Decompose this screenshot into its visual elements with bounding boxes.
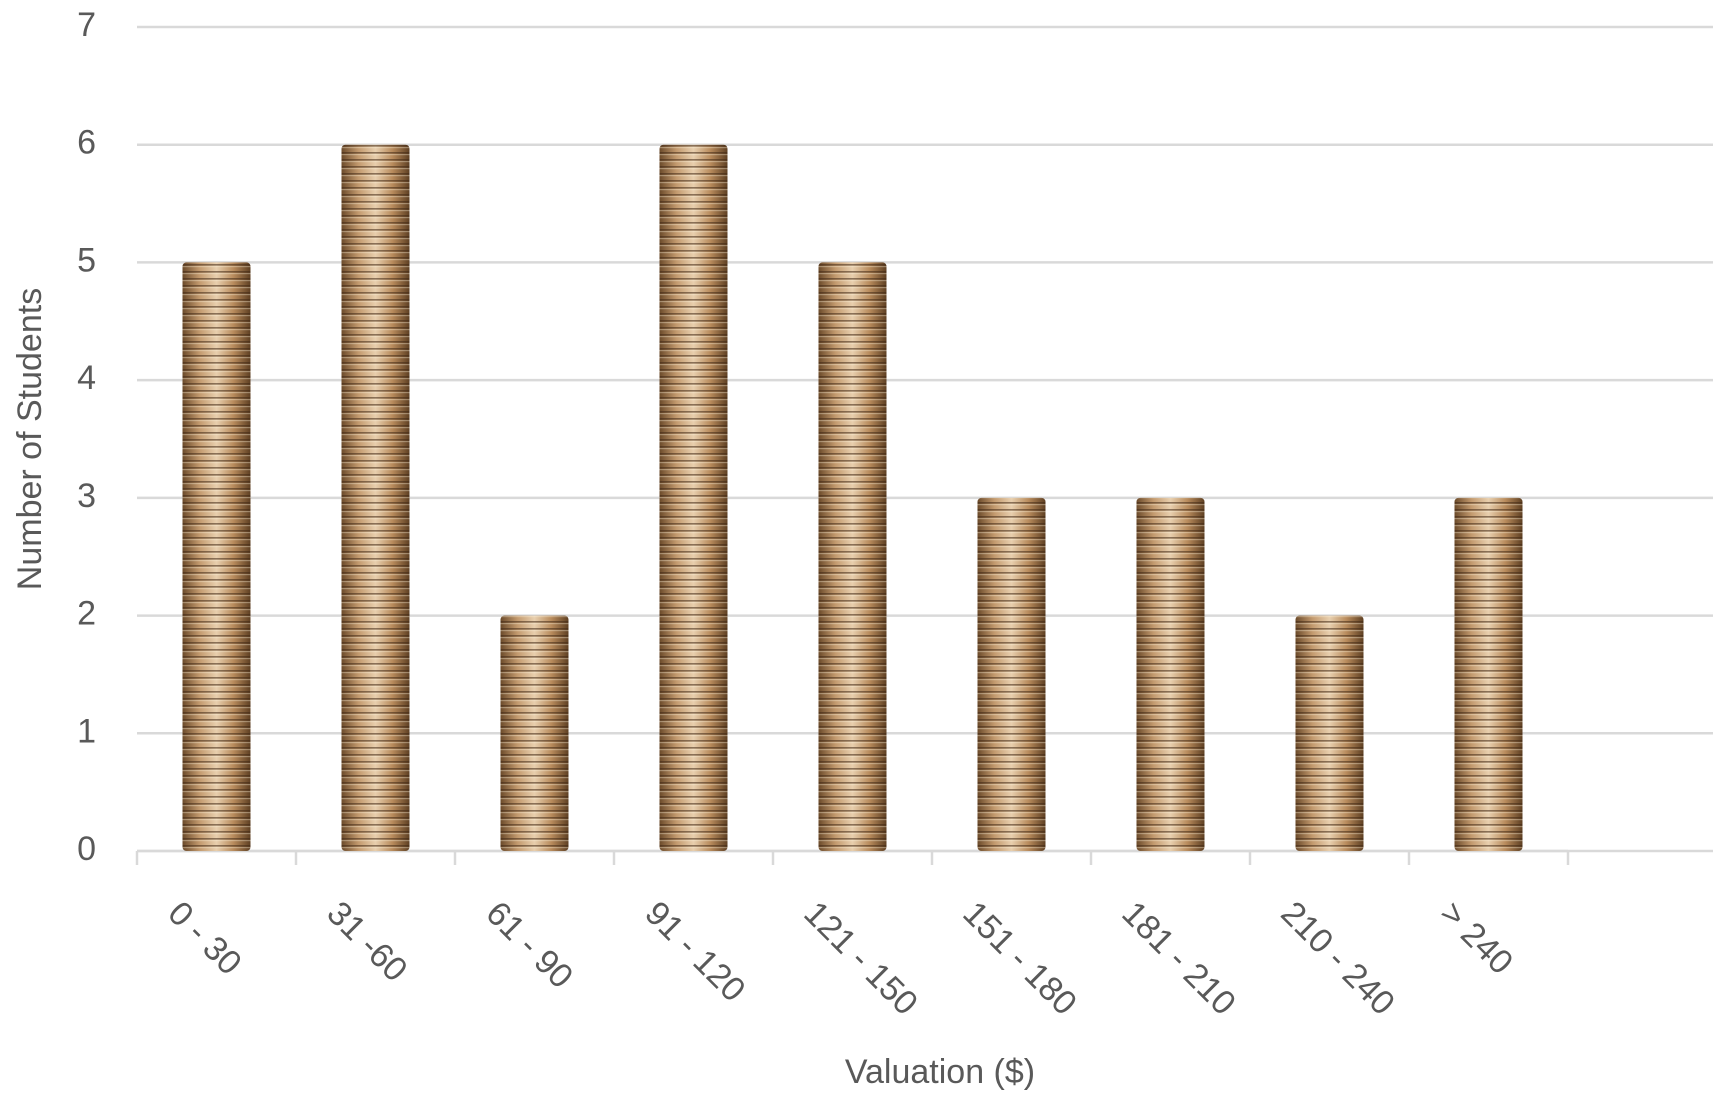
chart: Valuation ($) Number of Students 0 1 2 3 4 5 6… xyxy=(0,0,1713,1100)
x-tick-label: 210 - 240 xyxy=(1273,894,1401,1022)
bar-texture xyxy=(1296,616,1364,851)
bar-texture xyxy=(183,262,251,851)
bar-texture xyxy=(501,616,569,851)
y-axis-title: Number of Students xyxy=(11,288,49,590)
y-tick-label: 4 xyxy=(77,359,96,397)
bar-texture xyxy=(1455,498,1523,851)
y-tick-label: 7 xyxy=(77,6,96,44)
x-tick-label: 31 -60 xyxy=(319,894,414,989)
y-tick-label: 1 xyxy=(77,712,96,750)
x-axis-title: Valuation ($) xyxy=(845,1053,1035,1091)
bar-texture xyxy=(1137,498,1205,851)
bar-texture xyxy=(342,145,410,851)
coin-stack xyxy=(1296,616,1364,851)
x-tick-label: 181 - 210 xyxy=(1114,894,1242,1022)
coin-stack xyxy=(978,498,1046,851)
bar-texture xyxy=(819,262,887,851)
y-tick-label: 2 xyxy=(77,595,96,633)
coin-stack xyxy=(342,145,410,851)
coin-stack xyxy=(819,262,887,851)
coin-stack xyxy=(183,262,251,851)
coin-stack xyxy=(660,145,728,851)
x-tick-label: 121 - 150 xyxy=(796,894,924,1022)
coin-stack xyxy=(501,616,569,851)
x-tick-label: 0 - 30 xyxy=(160,894,248,982)
x-tick-label: 91 - 120 xyxy=(637,894,752,1009)
bar-texture xyxy=(978,498,1046,851)
x-tick-label: > 240 xyxy=(1432,894,1520,982)
y-tick-label: 3 xyxy=(77,477,96,515)
y-tick-label: 6 xyxy=(77,124,96,162)
bar-texture xyxy=(660,145,728,851)
coin-stack xyxy=(1455,498,1523,851)
x-tick-label: 61 - 90 xyxy=(478,894,580,996)
y-tick-label: 5 xyxy=(77,241,96,279)
x-tick-label: 151 - 180 xyxy=(955,894,1083,1022)
coin-stack xyxy=(1137,498,1205,851)
y-tick-label: 0 xyxy=(77,830,96,868)
